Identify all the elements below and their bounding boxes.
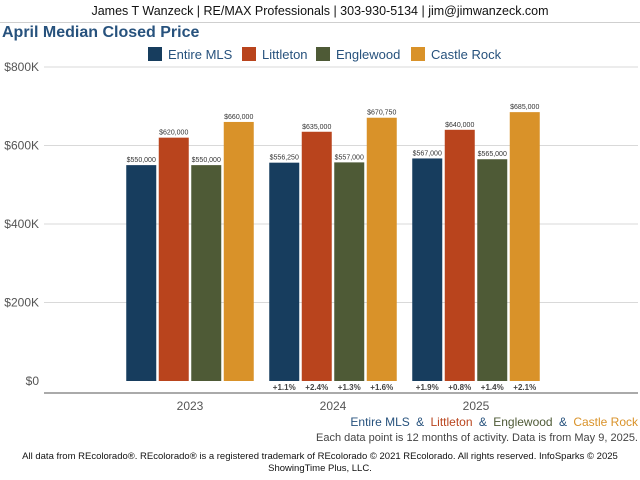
data-label: $567,000 bbox=[413, 150, 442, 157]
bar bbox=[269, 162, 300, 381]
data-label: $550,000 bbox=[127, 157, 156, 164]
median-price-chart: $0 $200K $400K $600K $800K $550,000 $620,000 $5… bbox=[4, 60, 638, 413]
x-tick-label: 2024 bbox=[320, 399, 347, 413]
y-tick-label: $0 bbox=[26, 374, 40, 388]
footer-series-entire-mls: Entire MLS bbox=[350, 415, 410, 429]
y-tick-label: $800K bbox=[4, 60, 39, 74]
data-label: $550,000 bbox=[192, 157, 221, 164]
change-label: +1.4% bbox=[481, 383, 504, 392]
y-tick-label: $200K bbox=[4, 296, 39, 310]
data-label: $670,750 bbox=[367, 110, 396, 117]
legend-swatch-entire-mls bbox=[148, 47, 162, 61]
y-tick-label: $400K bbox=[4, 217, 39, 231]
footer-separator: & bbox=[478, 415, 487, 429]
bar bbox=[412, 158, 443, 381]
data-note: Each data point is 12 months of activity… bbox=[315, 432, 638, 444]
legend-label-castle-rock: Castle Rock bbox=[431, 46, 502, 62]
bar bbox=[158, 137, 189, 381]
bar bbox=[223, 121, 254, 381]
bar bbox=[477, 159, 508, 381]
footer-series-englewood: Englewood bbox=[493, 415, 553, 429]
bar bbox=[366, 117, 397, 381]
data-label: $620,000 bbox=[159, 130, 188, 137]
change-label: +2.1% bbox=[513, 383, 536, 392]
footer-series-castle-rock: Castle Rock bbox=[573, 415, 638, 429]
data-label: $556,250 bbox=[270, 155, 299, 162]
change-label: +1.9% bbox=[416, 383, 439, 392]
footer-separator: & bbox=[416, 415, 425, 429]
x-tick-label: 2025 bbox=[463, 399, 490, 413]
legend-item-entire-mls[interactable]: Entire MLS bbox=[148, 45, 232, 63]
legend-label-littleton: Littleton bbox=[262, 46, 308, 62]
change-label: +1.6% bbox=[370, 383, 393, 392]
x-tick-label: 2023 bbox=[177, 399, 204, 413]
data-label: $660,000 bbox=[224, 114, 253, 121]
chart-legend: Entire MLS Littleton Englewood Castle Ro… bbox=[0, 45, 640, 63]
legend-swatch-englewood bbox=[316, 47, 330, 61]
bar bbox=[301, 131, 332, 381]
legend-item-englewood[interactable]: Englewood bbox=[316, 45, 400, 63]
data-label: $685,000 bbox=[510, 104, 539, 111]
chart-title: April Median Closed Price bbox=[2, 24, 200, 41]
footer-separator: & bbox=[558, 415, 567, 429]
bar bbox=[126, 165, 157, 381]
bar bbox=[334, 162, 365, 381]
data-label: $640,000 bbox=[445, 122, 474, 129]
bar bbox=[509, 112, 540, 381]
copyright-line-2: ShowingTime Plus, LLC. bbox=[268, 463, 372, 474]
footer-series-littleton: Littleton bbox=[430, 415, 473, 429]
change-label: +2.4% bbox=[305, 383, 328, 392]
copyright-line-1: All data from REcolorado®. REcolorado® i… bbox=[22, 451, 618, 462]
data-label: $565,000 bbox=[478, 151, 507, 158]
bar bbox=[444, 129, 475, 381]
legend-swatch-littleton bbox=[242, 47, 256, 61]
legend-swatch-castle-rock bbox=[411, 47, 425, 61]
legend-label-entire-mls: Entire MLS bbox=[168, 46, 233, 62]
legend-item-littleton[interactable]: Littleton bbox=[242, 45, 308, 63]
legend-item-castle-rock[interactable]: Castle Rock bbox=[411, 45, 501, 63]
copyright-notice: All data from REcolorado®. REcolorado® i… bbox=[0, 451, 640, 475]
data-label: $635,000 bbox=[302, 124, 331, 131]
legend-label-englewood: Englewood bbox=[336, 46, 401, 62]
bar bbox=[191, 165, 222, 381]
change-label: +1.3% bbox=[338, 383, 361, 392]
change-label: +0.8% bbox=[448, 383, 471, 392]
agent-header: James T Wanzeck | RE/MAX Professionals |… bbox=[0, 0, 640, 23]
data-label: $557,000 bbox=[335, 154, 364, 161]
series-footer: Entire MLS & Littleton & Englewood & Cas… bbox=[350, 415, 638, 429]
change-label: +1.1% bbox=[273, 383, 296, 392]
y-tick-label: $600K bbox=[4, 139, 39, 153]
